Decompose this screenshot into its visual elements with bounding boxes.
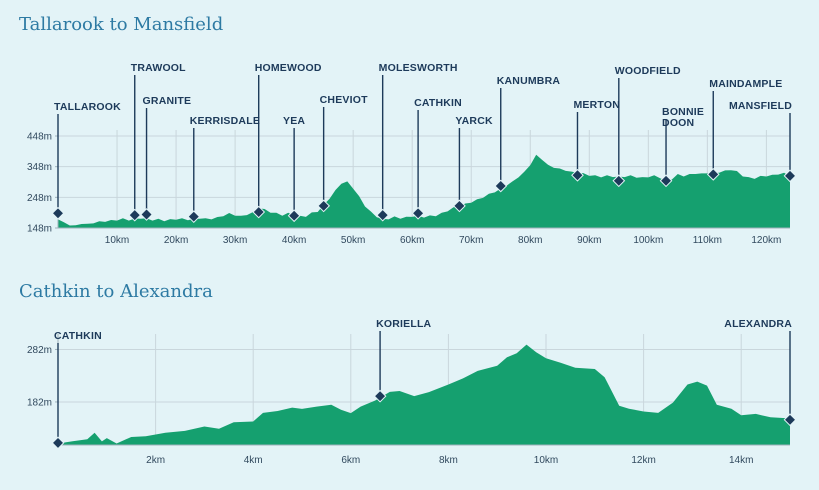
location-marker <box>453 199 466 213</box>
x-tick-label: 60km <box>400 235 424 246</box>
x-tick-label: 14km <box>729 455 753 466</box>
location-marker <box>783 413 797 427</box>
x-tick-label: 70km <box>459 235 483 246</box>
x-tick-label: 10km <box>534 455 558 466</box>
location-marker <box>783 169 797 183</box>
location-label: BONNIE DOON <box>662 106 704 129</box>
x-tick-label: 6km <box>341 455 360 466</box>
x-tick-label: 10km <box>105 235 129 246</box>
chart1-axes: 10km 20km 30km 40km 50km 60km 70km 80km 90km 100k… <box>27 130 790 246</box>
x-tick-label: 30km <box>223 235 247 246</box>
x-tick-label: 110km <box>693 235 722 246</box>
y-tick-label: 182m <box>27 397 52 408</box>
location-marker <box>494 179 508 193</box>
location-marker <box>571 168 584 182</box>
y-tick-label: 348m <box>27 162 52 173</box>
location-marker <box>317 199 331 213</box>
x-tick-label: 40km <box>282 235 306 246</box>
x-tick-label: 12km <box>631 455 655 466</box>
chart2-title: Cathkin to Alexandra <box>19 281 213 302</box>
location-label: YEA <box>283 115 305 127</box>
location-label: TRAWOOL <box>131 62 186 74</box>
location-label: KANUMBRA <box>497 75 561 87</box>
location-marker <box>373 389 387 403</box>
location-label: MERTON <box>573 99 620 111</box>
location-marker <box>51 206 65 220</box>
y-tick-label: 448m <box>27 132 52 143</box>
x-tick-label: 120km <box>751 235 781 246</box>
chart1-elevation-area <box>58 154 790 228</box>
location-marker <box>140 208 153 221</box>
x-tick-label: 90km <box>577 235 601 246</box>
x-tick-label: 20km <box>164 235 188 246</box>
chart1-title: Tallarook to Mansfield <box>19 14 223 35</box>
location-marker <box>128 208 142 222</box>
x-tick-label: 50km <box>341 235 365 246</box>
location-marker <box>706 167 720 181</box>
location-label: TALLAROOK <box>54 101 121 113</box>
location-label: CATHKIN <box>54 330 102 342</box>
y-tick-label: 248m <box>27 193 52 204</box>
y-tick-label: 148m <box>27 224 52 235</box>
x-tick-label: 4km <box>244 455 263 466</box>
chart1-location-markers: TALLAROOK TRAWOOL GRANITE KERRISDALE HOMEWOO… <box>51 62 797 224</box>
x-tick-label: 80km <box>518 235 542 246</box>
x-tick-label: 2km <box>146 455 165 466</box>
location-label: MAINDAMPLE <box>709 78 782 90</box>
location-label: ALEXANDRA <box>724 318 792 330</box>
location-label: YARCK <box>455 115 493 127</box>
chart2-elevation-area <box>58 344 790 445</box>
chart2-location-markers: CATHKIN KORIELLA ALEXANDRA <box>51 318 797 450</box>
location-marker <box>612 174 626 188</box>
location-label: KORIELLA <box>376 318 431 330</box>
location-label: HOMEWOOD <box>255 62 322 74</box>
location-marker <box>187 210 201 224</box>
location-label: CATHKIN <box>414 97 462 109</box>
x-tick-label: 8km <box>439 455 458 466</box>
location-label: WOODFIELD <box>615 65 681 77</box>
location-label: CHEVIOT <box>320 94 368 106</box>
location-marker <box>252 205 266 219</box>
y-tick-label: 282m <box>27 345 52 356</box>
location-marker <box>376 208 390 222</box>
location-label: KERRISDALE <box>190 115 260 127</box>
x-tick-label: 100km <box>633 235 663 246</box>
location-marker <box>51 436 65 450</box>
location-label: GRANITE <box>143 95 192 107</box>
location-marker <box>659 174 673 188</box>
location-label: MANSFIELD <box>729 100 792 112</box>
location-marker <box>411 206 425 220</box>
location-marker <box>287 209 301 223</box>
location-label: MOLESWORTH <box>379 62 458 74</box>
